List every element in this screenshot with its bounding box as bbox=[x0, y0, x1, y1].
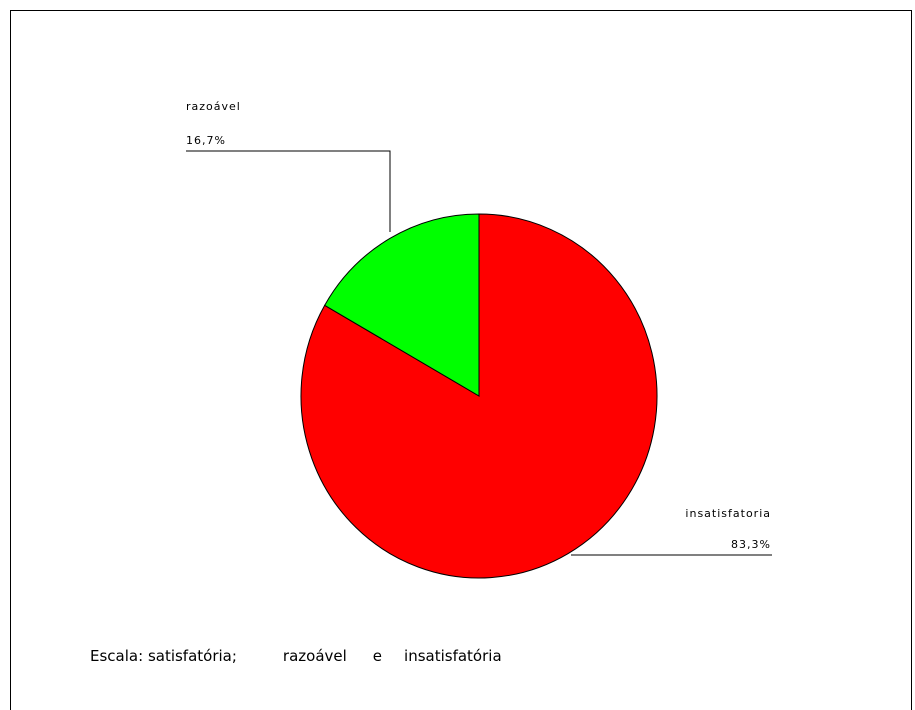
pie-slice-razoavel bbox=[323, 213, 480, 397]
slice-label-insatisfatoria: insatisfatoria bbox=[685, 507, 771, 520]
chart-frame bbox=[10, 10, 912, 710]
slice-label-razoavel: razoável bbox=[186, 100, 241, 113]
scale-legend: Escala: satisfatória; razoável e insatisfat… bbox=[90, 647, 502, 665]
slice-value-insatisfatoria: 83,3% bbox=[731, 538, 771, 551]
scale-item-insatisfatoria: insatisfatória bbox=[404, 647, 502, 665]
leader-line-razoavel bbox=[186, 150, 391, 232]
scale-conjunction: e bbox=[372, 647, 383, 665]
scale-item-razoavel: razoável bbox=[282, 647, 347, 665]
scale-prefix: Escala: bbox=[90, 647, 144, 665]
scale-item-satisfatoria: satisfatória; bbox=[147, 647, 237, 665]
slice-value-razoavel: 16,7% bbox=[186, 134, 226, 147]
pie-slices bbox=[300, 213, 658, 579]
